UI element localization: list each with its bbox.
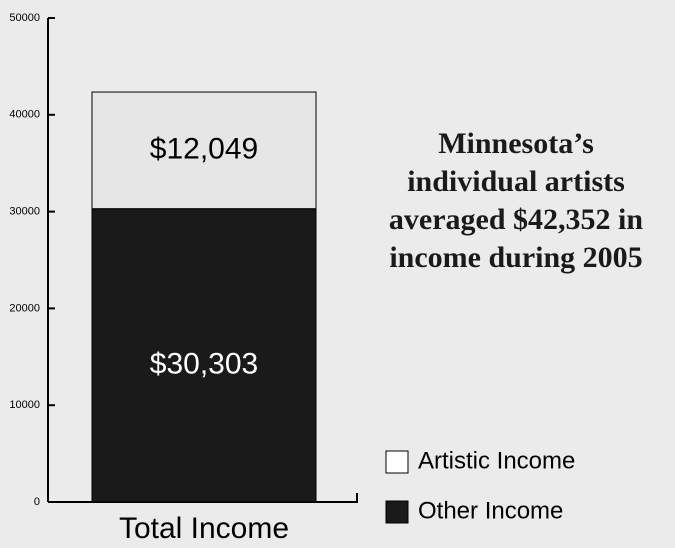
annotation: income during 2005 <box>389 241 642 274</box>
value-label: $12,049 <box>150 132 258 165</box>
bar-segment <box>91 208 317 503</box>
y-tick-label: 0 <box>34 496 40 508</box>
annotation: averaged $42,352 in <box>389 203 643 236</box>
legend-swatch <box>385 500 409 524</box>
value-label: $30,303 <box>150 347 258 380</box>
annotation: Minnesota’s <box>438 127 594 160</box>
x-tick-label: Total Income <box>119 512 289 545</box>
y-tick-label: 20000 <box>9 302 40 314</box>
bar-segment <box>91 91 317 210</box>
y-tick-label: 30000 <box>9 206 40 218</box>
y-tick-label: 10000 <box>9 399 40 411</box>
y-tick-label: 50000 <box>9 12 40 24</box>
legend-label: Artistic Income <box>418 447 575 474</box>
annotation: individual artists <box>407 165 625 198</box>
y-tick-label: 40000 <box>9 109 40 121</box>
legend-swatch <box>385 450 409 474</box>
legend-label: Other Income <box>418 497 563 524</box>
